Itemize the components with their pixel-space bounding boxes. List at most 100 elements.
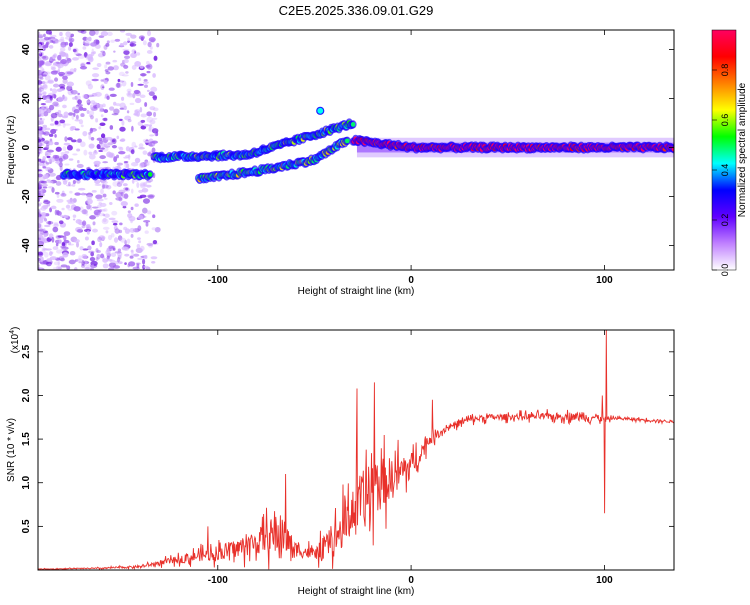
- spectrogram-noise-dot: [112, 222, 118, 226]
- spectrogram-noise-dot: [41, 105, 45, 109]
- spectrogram-noise-dot: [102, 117, 108, 121]
- spectrogram-noise-dot: [38, 53, 41, 59]
- spectrogram-noise-dot: [81, 260, 85, 266]
- spectrogram-noise-dot: [143, 140, 151, 143]
- snr-x-tick-label: 0: [408, 575, 414, 586]
- snr-scale-prefix: (x10: [10, 333, 21, 353]
- spectrogram-panel: -100 0 100 -40 -20 0 20 40 Height of straight …: [6, 29, 675, 297]
- spectrogram-noise-dot: [152, 214, 156, 219]
- spectrogram-noise-dot: [61, 95, 68, 102]
- spectrogram-noise-dot: [58, 39, 65, 43]
- spectrogram-noise-dot: [100, 31, 109, 37]
- spectrogram-noise-dot: [117, 180, 121, 185]
- spectrogram-noise-dot: [113, 108, 120, 115]
- spectrogram-noise-dot: [103, 208, 108, 212]
- spectrogram-noise-dot: [66, 265, 71, 270]
- spectrogram-x-tick-label: 100: [596, 275, 613, 286]
- spectrogram-noise-dot: [102, 161, 109, 164]
- spectrogram-noise-dot: [38, 43, 42, 47]
- spectrogram-noise-dot: [45, 248, 52, 251]
- spectrogram-noise-dot: [46, 166, 51, 170]
- spectrogram-noise-dot: [139, 162, 145, 169]
- spectrogram-noise-dot: [102, 263, 109, 269]
- spectrogram-noise-dot: [56, 265, 62, 270]
- spectrogram-noise-dot: [81, 225, 86, 229]
- spectrogram-noise-dot: [133, 113, 138, 116]
- isolated-spot: [316, 106, 325, 115]
- spectrogram-noise-dot: [94, 179, 101, 184]
- spectrogram-noise-dot: [66, 58, 72, 63]
- spectrogram-noise-dot: [57, 96, 64, 103]
- track-core: [350, 122, 356, 127]
- spectrogram-noise-dot: [42, 156, 46, 161]
- spectrogram-noise-dot: [90, 114, 94, 120]
- spectrogram-noise-dot: [39, 208, 43, 211]
- spectrogram-noise-dot: [130, 206, 134, 211]
- spectrogram-noise-dot: [78, 255, 82, 260]
- spectrogram-noise-dot: [68, 181, 71, 187]
- spectrogram-noise-dot: [43, 147, 49, 151]
- spectrogram-noise-dot: [88, 151, 93, 155]
- spectrogram-noise-dot: [101, 86, 105, 89]
- colorbar-tick-label: 0.4: [720, 164, 730, 177]
- spectrogram-noise-dot: [39, 119, 44, 123]
- spectrogram-noise-dot: [85, 213, 89, 216]
- spectrogram-noise-dot: [135, 247, 143, 253]
- spectrogram-noise-dot: [119, 42, 124, 47]
- spectrogram-noise-dot: [128, 215, 136, 222]
- spectrogram-noise-dot: [55, 160, 61, 164]
- spectrogram-noise-dot: [72, 112, 76, 117]
- spectrogram-noise-dot: [47, 79, 55, 84]
- spectrogram-noise-dot: [110, 233, 115, 238]
- spectrogram-noise-dot: [133, 89, 141, 95]
- spectrogram-noise-dot: [38, 251, 43, 256]
- spectrogram-noise-dot: [99, 122, 106, 126]
- spectrogram-noise-dot: [38, 137, 41, 143]
- spectrogram-noise-dot: [139, 65, 144, 69]
- spectrogram-noise-dot: [70, 89, 78, 95]
- spectrogram-noise-dot: [63, 235, 67, 241]
- spectrogram-noise-dot: [92, 151, 98, 155]
- spectrogram-noise-dot: [65, 31, 71, 38]
- spectrogram-noise-dot: [148, 91, 155, 97]
- spectrogram-noise-dot: [82, 248, 89, 251]
- spectrogram-noise-dot: [144, 159, 149, 164]
- spectrogram-noise-dot: [62, 153, 69, 160]
- spectrogram-noise-dot: [41, 212, 47, 216]
- spectrogram-noise-dot: [57, 63, 61, 70]
- spectrogram-noise-dot: [61, 207, 65, 211]
- spectrogram-noise-dot: [72, 218, 76, 221]
- spectrogram-noise-dot: [124, 239, 127, 246]
- snr-scale-suffix: ): [10, 327, 21, 330]
- spectrogram-y-tick-label: -40: [21, 238, 32, 253]
- spectrogram-noise-dot: [152, 240, 158, 245]
- spectrogram-noise-dot: [104, 213, 110, 218]
- track-core: [671, 146, 674, 152]
- spectrogram-noise-dot: [145, 221, 149, 227]
- spectrogram-noise-dot: [137, 237, 141, 241]
- spectrogram-noise-dot: [58, 239, 62, 244]
- spectrogram-noise-dot: [118, 261, 123, 265]
- spectrogram-noise-dot: [109, 202, 113, 206]
- spectrogram-noise-dot: [150, 86, 158, 92]
- spectrogram-noise-dot: [146, 89, 150, 93]
- spectrogram-noise-dot: [45, 151, 49, 155]
- spectrogram-noise-dot: [48, 186, 54, 189]
- spectrogram-noise-dot: [60, 264, 68, 268]
- spectrogram-noise-dot: [60, 214, 64, 218]
- spectrogram-noise-dot: [55, 181, 62, 186]
- spectrogram-noise-dot: [38, 142, 41, 148]
- snr-x-tick-label: 100: [596, 575, 613, 586]
- spectrogram-noise-dot: [43, 81, 49, 84]
- spectrogram-noise-dot: [38, 80, 43, 85]
- spectrogram-noise-dot: [48, 233, 54, 239]
- spectrogram-noise-dot: [56, 211, 62, 216]
- spectrogram-noise-dot: [38, 31, 41, 36]
- spectrogram-noise-dot: [38, 267, 41, 270]
- spectrogram-noise-dot: [68, 112, 74, 116]
- spectrogram-noise-dot: [146, 60, 150, 66]
- spectrogram-noise-dot: [137, 215, 144, 220]
- spectrogram-noise-dot: [119, 126, 126, 132]
- snr-marks: [38, 330, 674, 570]
- spectrogram-noise-dot: [66, 81, 75, 87]
